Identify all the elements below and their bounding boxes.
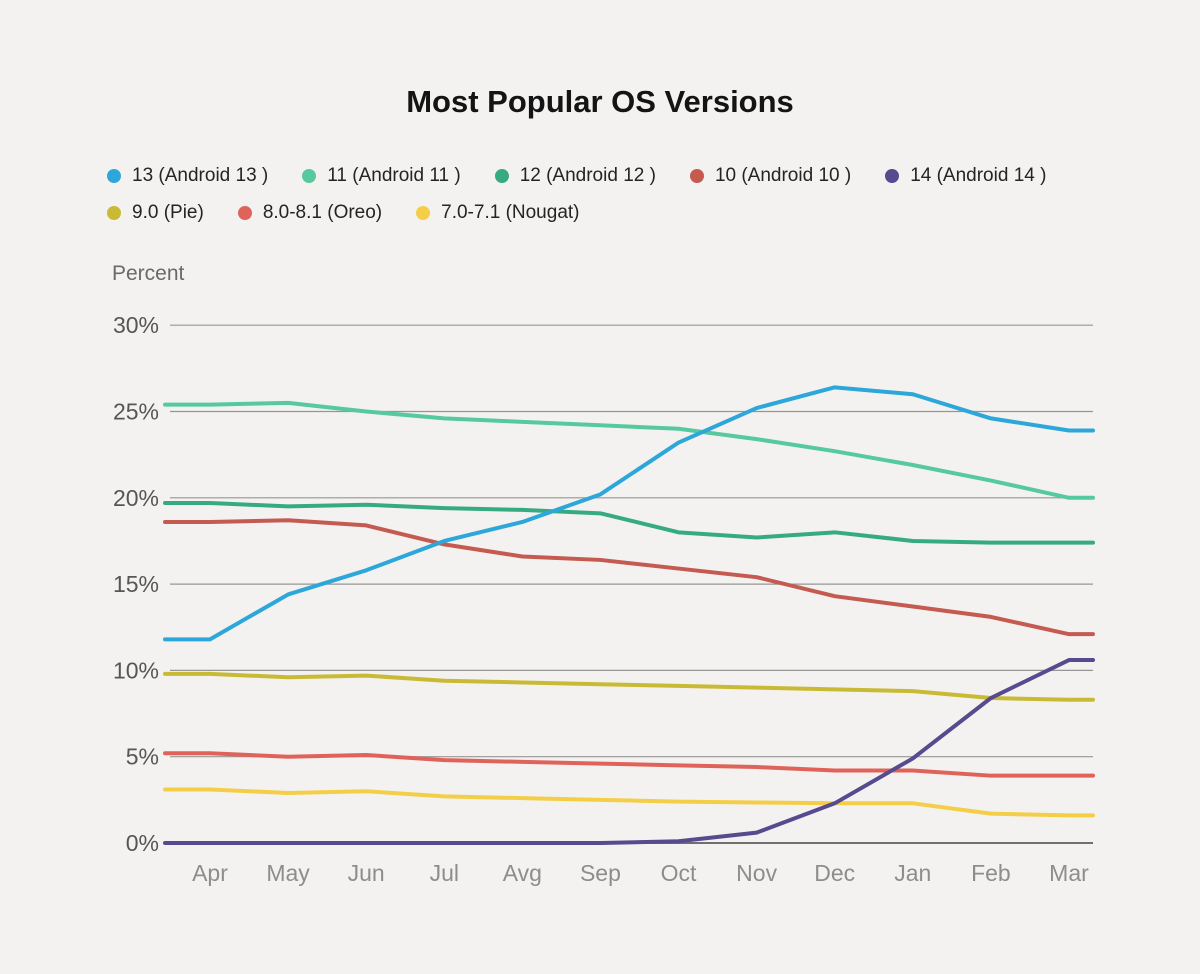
legend-item-android-14[interactable]: 14 (Android 14 ) — [885, 165, 1046, 187]
legend-dot-nougat — [416, 206, 431, 220]
legend-label-android-12: 12 (Android 12 ) — [519, 165, 656, 186]
x-tick-label-nov: Nov — [736, 860, 777, 886]
legend-item-android-13[interactable]: 13 (Android 13 ) — [107, 165, 268, 187]
y-tick-label-30: 30% — [113, 312, 159, 338]
legend-label-oreo: 8.0-8.1 (Oreo) — [262, 202, 383, 223]
legend-label-android-11: 11 (Android 11 ) — [327, 165, 461, 186]
legend-label-pie: 9.0 (Pie) — [132, 202, 204, 223]
x-tick-label-dec: Dec — [814, 860, 855, 886]
series-line-oreo — [163, 751, 1095, 778]
x-tick-label-mar: Mar — [1049, 860, 1089, 886]
legend-dot-android-10 — [689, 169, 704, 183]
x-tick-label-sep: Sep — [580, 860, 621, 886]
x-tick-label-may: May — [266, 860, 310, 886]
x-tick-label-oct: Oct — [661, 860, 697, 886]
legend-dot-android-11 — [302, 169, 317, 183]
y-tick-label-15: 15% — [113, 571, 159, 597]
y-tick-label-25: 25% — [113, 399, 159, 425]
y-tick-label-10: 10% — [113, 657, 159, 683]
legend: 13 (Android 13 ) 11 (Android 11 ) 12 (Andr… — [107, 165, 1046, 224]
chart-title: Most Popular OS Versions — [406, 84, 794, 119]
series-line-android-10 — [163, 518, 1095, 637]
legend-row-1: 13 (Android 13 ) 11 (Android 11 ) 12 (Andr… — [107, 165, 1046, 187]
y-tick-label-20: 20% — [113, 485, 159, 511]
y-axis-title: Percent — [112, 262, 185, 285]
x-tick-label-apr: Apr — [192, 860, 228, 886]
series-line-pie — [163, 671, 1095, 702]
series-line-android-14 — [163, 658, 1095, 845]
series-line-nougat — [163, 787, 1095, 818]
legend-item-android-12[interactable]: 12 (Android 12 ) — [494, 165, 656, 187]
y-tick-label-5: 5% — [126, 744, 159, 770]
legend-label-android-10: 10 (Android 10 ) — [714, 165, 852, 186]
legend-item-oreo[interactable]: 8.0-8.1 (Oreo) — [237, 202, 383, 224]
series-line-android-11 — [163, 400, 1095, 500]
legend-dot-android-12 — [494, 169, 509, 183]
legend-row-2: 9.0 (Pie) 8.0-8.1 (Oreo) 7.0-7.1 (Nougat) — [107, 202, 1046, 224]
x-tick-label-feb: Feb — [971, 860, 1011, 886]
legend-item-android-11[interactable]: 11 (Android 11 ) — [302, 165, 461, 187]
x-tick-label-jul: Jul — [430, 860, 459, 886]
legend-dot-oreo — [237, 206, 252, 220]
legend-dot-android-13 — [107, 169, 121, 183]
legend-dot-pie — [107, 206, 121, 220]
series-line-android-12 — [163, 500, 1095, 545]
x-tick-label-jan: Jan — [894, 860, 931, 886]
legend-item-nougat[interactable]: 7.0-7.1 (Nougat) — [416, 202, 580, 224]
series-line-android-13 — [163, 385, 1095, 642]
x-tick-label-jun: Jun — [348, 860, 385, 886]
legend-label-android-13: 13 (Android 13 ) — [132, 165, 269, 186]
legend-label-nougat: 7.0-7.1 (Nougat) — [441, 202, 580, 223]
x-tick-label-avg: Avg — [503, 860, 542, 886]
legend-item-android-10[interactable]: 10 (Android 10 ) — [689, 165, 852, 187]
legend-item-pie[interactable]: 9.0 (Pie) — [107, 202, 204, 224]
legend-label-android-14: 14 (Android 14 ) — [910, 165, 1047, 186]
y-tick-label-0: 0% — [126, 830, 159, 856]
legend-dot-android-14 — [885, 169, 900, 183]
